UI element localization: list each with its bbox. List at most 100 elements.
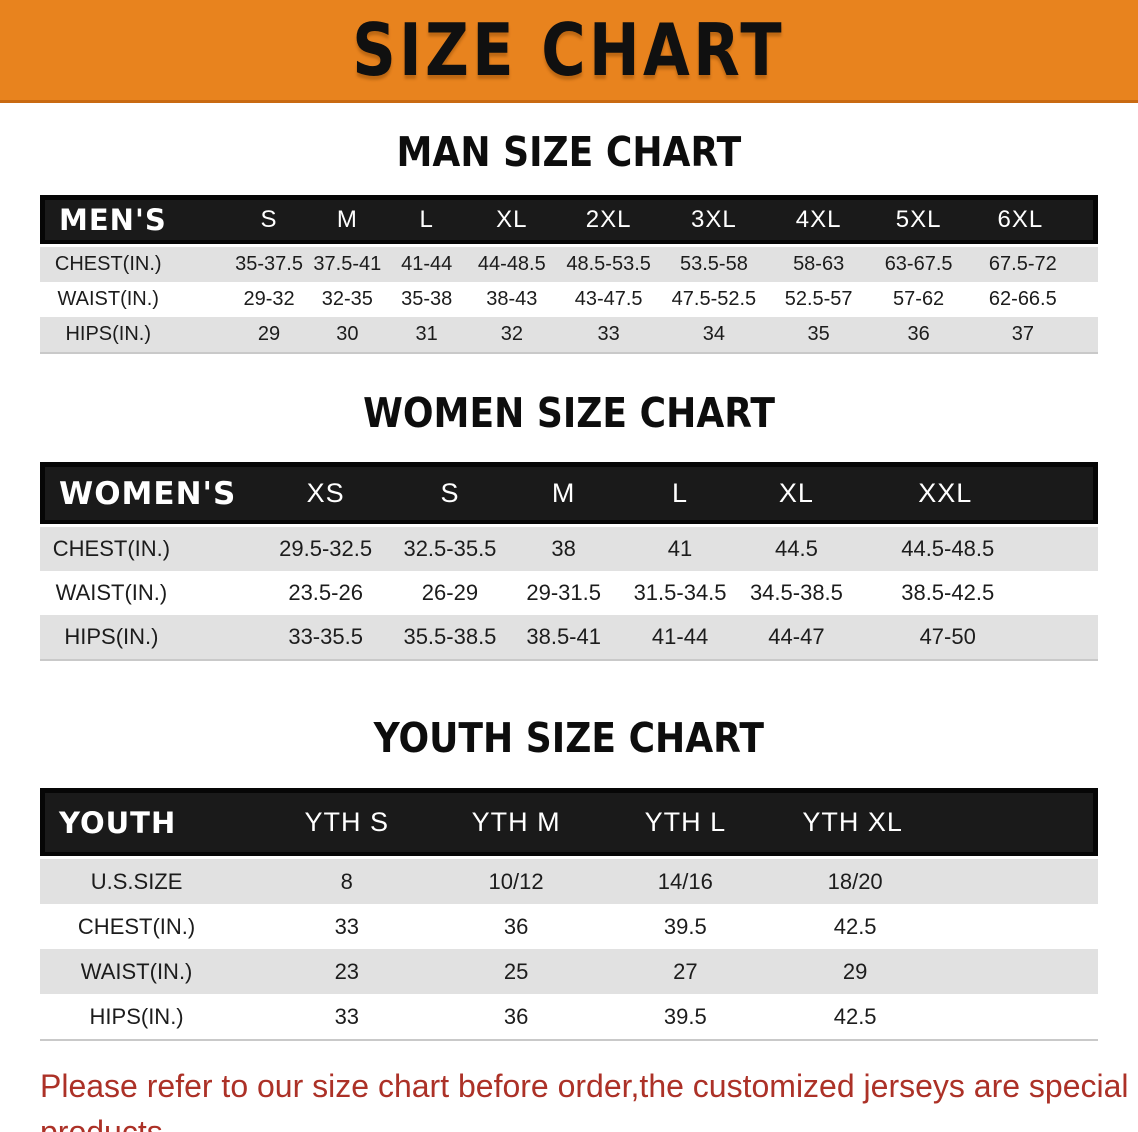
measurement-value-cell: 33	[334, 913, 360, 939]
measurement-value-cell: 44.5-48.5	[854, 524, 1098, 571]
table-row: HIPS(IN.) 33-35.5 35.5-38.5 38.5-41 41-44 44-…	[40, 615, 1098, 661]
size-column-header: M	[505, 462, 622, 524]
measurement-value-cell: 32	[466, 317, 558, 354]
size-column-header: YTH L	[600, 788, 770, 856]
notice-line-1: Please refer to our size chart before or…	[40, 1068, 1129, 1132]
size-column-header: XL	[466, 195, 558, 244]
measurement-value-cell: 35-38	[401, 288, 453, 310]
measurement-value-cell: 32.5-35.5	[394, 524, 506, 571]
measurement-value-cell: 44-47	[738, 615, 855, 661]
measurement-value-cell: 38.5-41	[505, 615, 622, 661]
table-title-cell: MEN'S	[40, 195, 231, 244]
measurement-value-cell: 27	[600, 949, 770, 994]
measurement-label-cell: WAIST(IN.)	[40, 949, 263, 994]
measurement-value-cell: 35	[767, 317, 870, 354]
measurement-value-cell: 34	[659, 317, 768, 354]
measurement-value-cell: 43-47.5	[574, 288, 643, 310]
size-column-header: YTH XL	[769, 788, 1098, 856]
women-section-heading: WOMEN SIZE CHART	[0, 389, 1138, 437]
table-row: CHEST(IN.) 33 36 39.5 42.5	[40, 904, 1098, 949]
size-column-header: 3XL	[659, 195, 768, 244]
table-header-row: YOUTH YTH S YTH M YTH L YTH XL	[40, 788, 1098, 856]
measurement-value-cell: 38	[505, 524, 622, 571]
measurement-value-cell: 33-35.5	[256, 615, 395, 661]
table-row: WAIST(IN.) 23 25 27 29	[40, 949, 1098, 994]
measurement-label-cell: CHEST(IN.)	[77, 913, 196, 939]
measurement-value-cell: 31	[387, 317, 467, 354]
size-column-header: M	[307, 195, 387, 244]
measurement-value-cell: 32-35	[321, 288, 373, 310]
size-column-header: XL	[738, 462, 855, 524]
measurement-value-cell: 39.5	[663, 913, 707, 939]
men-section-heading-text: MAN SIZE CHART	[396, 128, 742, 176]
measurement-value-cell: 44.5	[738, 524, 855, 571]
measurement-value-cell: 36	[431, 994, 601, 1041]
measurement-value-cell: 29-31.5	[526, 580, 601, 605]
table-header-row: MEN'S S M L XL 2XL 3XL 4XL 5XL 6XL	[40, 195, 1098, 244]
order-notice: Please refer to our size chart before or…	[40, 1063, 1138, 1132]
measurement-value-cell: 38-43	[486, 288, 538, 310]
size-column-header: XS	[256, 462, 395, 524]
women-size-section: WOMEN SIZE CHART WOMEN'S XS S M L XL XXL CHEST(…	[0, 389, 1138, 661]
measurement-value-cell: 47-50	[854, 615, 1098, 661]
youth-size-section: YOUTH SIZE CHART YOUTH YTH S YTH M YTH L YTH…	[0, 714, 1138, 1041]
measurement-value-cell: 29.5-32.5	[256, 524, 395, 571]
measurement-value-cell: 10/12	[431, 856, 601, 904]
measurement-value-cell: 36	[503, 913, 529, 939]
table-header-row: WOMEN'S XS S M L XL XXL	[40, 462, 1098, 524]
measurement-value-cell: 41-44	[387, 244, 467, 282]
measurement-value-cell: 63-67.5	[869, 244, 968, 282]
table-title-cell: YOUTH	[40, 788, 263, 856]
measurement-value-cell: 18/20	[769, 856, 1098, 904]
measurement-label-cell: HIPS(IN.)	[40, 615, 257, 661]
measurement-label-cell: HIPS(IN.)	[40, 994, 263, 1041]
measurement-value-cell: 37	[967, 317, 1098, 354]
measurement-value-cell: 36	[869, 317, 968, 354]
measurement-value-cell: 8	[262, 856, 432, 904]
banner-title: SIZE CHART	[352, 8, 786, 92]
measurement-value-cell: 39.5	[600, 994, 770, 1041]
measurement-value-cell: 25	[431, 949, 601, 994]
measurement-value-cell: 29-32	[243, 288, 295, 310]
table-row: HIPS(IN.) 29 30 31 32 33 34 35 36 37	[40, 317, 1098, 354]
measurement-value-cell: 33	[557, 317, 660, 354]
measurement-value-cell: 23	[262, 949, 432, 994]
measurement-value-cell: 58-63	[767, 244, 870, 282]
table-row: WAIST(IN.) 23.5-26 26-29 29-31.5 31.5-34.5 34…	[40, 571, 1098, 615]
youth-section-heading-text: YOUTH SIZE CHART	[373, 714, 765, 762]
measurement-value-cell: 31.5-34.5	[633, 580, 727, 605]
measurement-value-cell: 41	[621, 524, 739, 571]
table-row: WAIST(IN.) 29-32 32-35 35-38 38-43 43-47.5 47.…	[40, 282, 1098, 317]
measurement-label-cell: WAIST(IN.)	[55, 580, 168, 605]
youth-size-table: YOUTH YTH S YTH M YTH L YTH XL U.S.SIZE 8 10/12…	[40, 788, 1098, 1041]
measurement-value-cell: 37.5-41	[307, 244, 387, 282]
measurement-value-cell: 33	[262, 994, 432, 1041]
size-column-header: 6XL	[967, 195, 1098, 244]
men-size-section: MAN SIZE CHART MEN'S S M L XL 2XL 3XL 4XL 5XL 6XL…	[0, 128, 1138, 354]
table-row: CHEST(IN.) 29.5-32.5 32.5-35.5 38 41 44.5 44.5…	[40, 524, 1098, 571]
measurement-value-cell: 47.5-52.5	[671, 288, 757, 310]
measurement-value-cell: 57-62	[893, 288, 945, 310]
measurement-value-cell: 23.5-26	[288, 580, 363, 605]
measurement-value-cell: 30	[307, 317, 387, 354]
measurement-value-cell: 35.5-38.5	[394, 615, 506, 661]
measurement-value-cell: 44-48.5	[466, 244, 558, 282]
measurement-value-cell: 53.5-58	[659, 244, 768, 282]
size-column-header: 2XL	[557, 195, 660, 244]
measurement-value-cell: 14/16	[600, 856, 770, 904]
measurement-value-cell: 35-37.5	[230, 244, 308, 282]
measurement-value-cell: 29	[769, 949, 1098, 994]
measurement-value-cell: 42.5	[833, 913, 877, 939]
measurement-label-cell: U.S.SIZE	[40, 856, 263, 904]
measurement-value-cell: 26-29	[421, 580, 479, 605]
size-column-header: XXL	[854, 462, 1098, 524]
measurement-label-cell: CHEST(IN.)	[40, 244, 231, 282]
men-size-table: MEN'S S M L XL 2XL 3XL 4XL 5XL 6XL CHEST(IN.) 35-37…	[40, 195, 1098, 354]
size-column-header: YTH M	[431, 788, 601, 856]
measurement-label-cell: CHEST(IN.)	[40, 524, 257, 571]
size-column-header: 4XL	[767, 195, 870, 244]
table-row: HIPS(IN.) 33 36 39.5 42.5	[40, 994, 1098, 1041]
measurement-value-cell: 38.5-42.5	[901, 580, 995, 605]
men-section-heading: MAN SIZE CHART	[0, 128, 1138, 176]
